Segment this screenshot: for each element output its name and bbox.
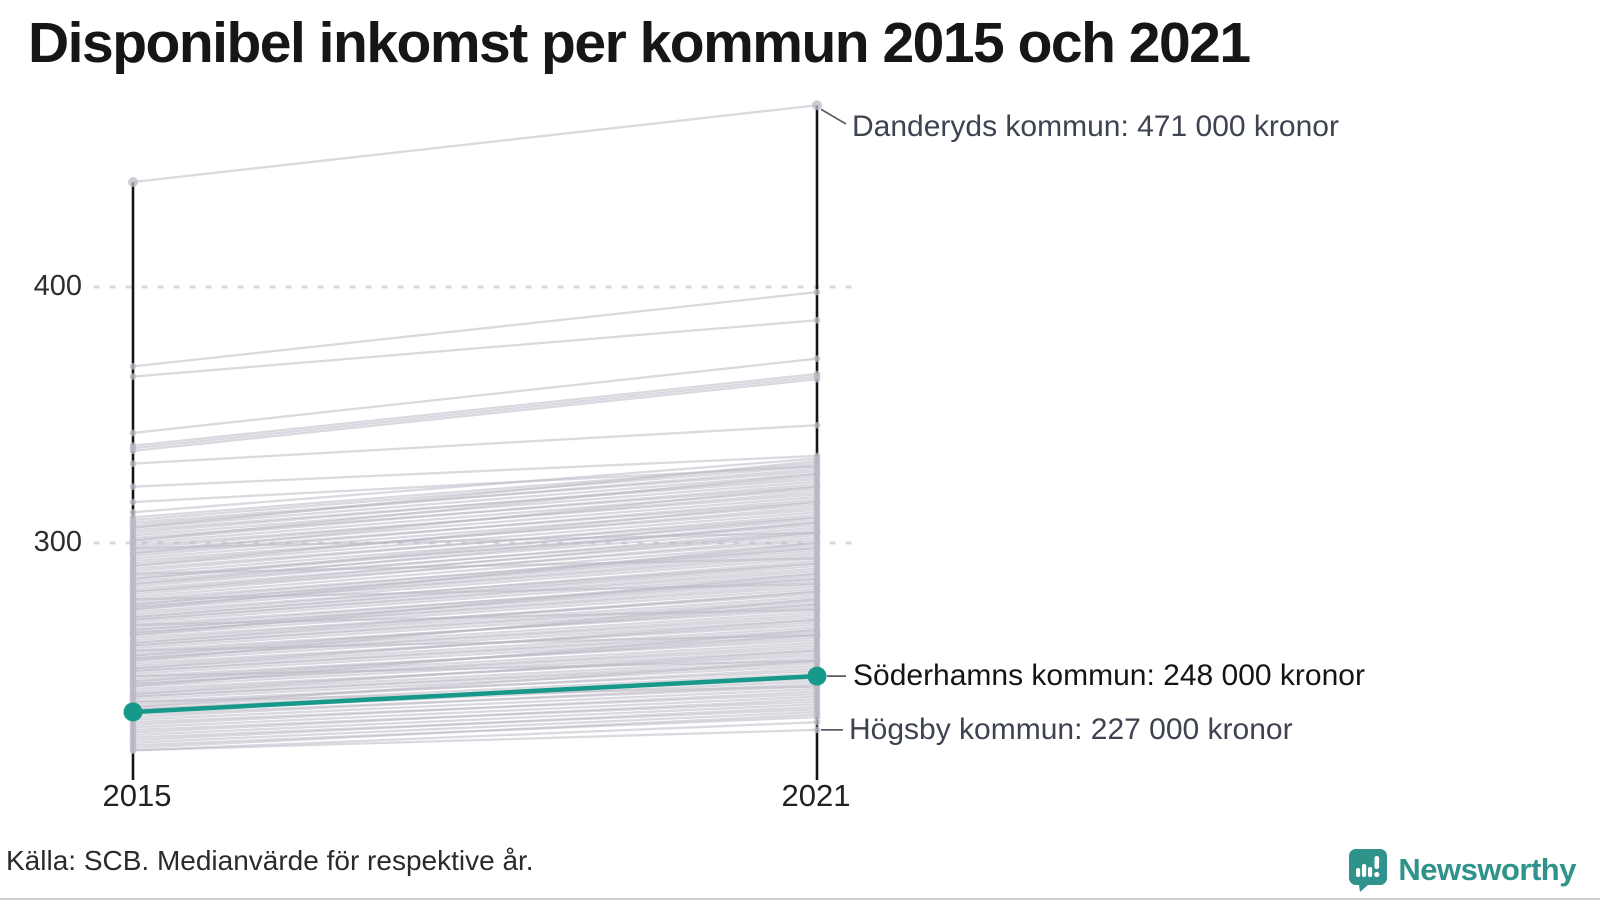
annotation-soderhamn: Söderhamns kommun: 248 000 kronor bbox=[853, 659, 1365, 692]
y-axis-tick-400: 400 bbox=[33, 269, 82, 302]
annotation-hogsby: Högsby kommun: 227 000 kronor bbox=[849, 713, 1293, 746]
source-note: Källa: SCB. Medianvärde för respektive å… bbox=[6, 845, 534, 876]
x-axis-label-2021: 2021 bbox=[781, 778, 851, 813]
y-axis-tick-300: 300 bbox=[33, 525, 82, 558]
speech-bubble-chart-icon bbox=[1349, 849, 1388, 892]
page-title: Disponibel inkomst per kommun 2015 och 2… bbox=[28, 11, 1251, 75]
annotation-danderyd: Danderyds kommun: 471 000 kronor bbox=[852, 110, 1339, 143]
newsworthy-logo: Newsworthy bbox=[1348, 848, 1576, 892]
newsworthy-logo-text: Newsworthy bbox=[1398, 852, 1576, 887]
x-axis-label-2015: 2015 bbox=[102, 778, 172, 813]
